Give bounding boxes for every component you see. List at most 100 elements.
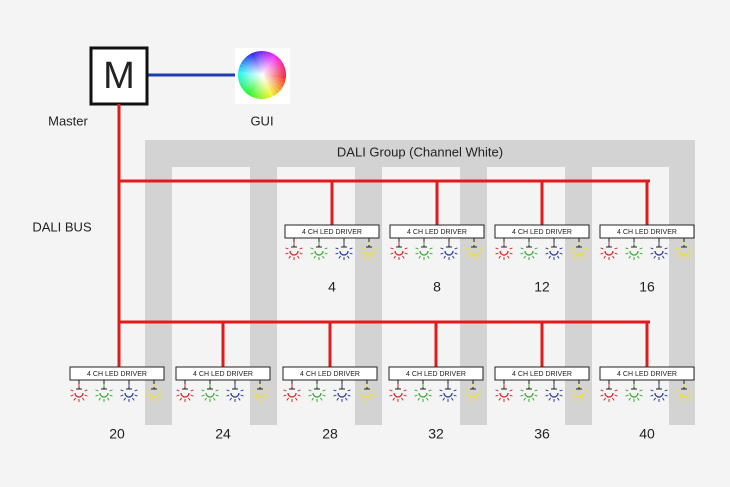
led-ray <box>465 247 469 250</box>
led-ray <box>451 397 454 401</box>
driver-box <box>175 366 271 381</box>
driver-number: 40 <box>639 426 655 442</box>
led-bulb <box>337 392 347 398</box>
led-ray <box>453 394 457 397</box>
led-ray <box>285 252 289 255</box>
led-ray <box>288 255 291 259</box>
led-bulb <box>629 392 639 398</box>
led-bulb <box>124 392 134 398</box>
led-ray <box>324 247 328 250</box>
led-ray <box>308 389 312 392</box>
led-ray <box>600 389 604 392</box>
led-ray <box>614 389 618 392</box>
led-ray <box>639 394 643 397</box>
led-ray <box>520 252 524 255</box>
led-ray <box>393 255 396 259</box>
led-ray <box>603 397 606 401</box>
led-ray <box>322 394 326 397</box>
led-ray <box>70 389 74 392</box>
led-ray <box>313 255 316 259</box>
led-bulb <box>443 392 453 398</box>
led-ray <box>650 247 654 250</box>
driver-box <box>284 224 380 239</box>
color-wheel <box>238 50 286 99</box>
led-ray <box>73 397 76 401</box>
led-bulb <box>574 250 584 256</box>
led-ray <box>545 252 549 255</box>
led-ray <box>229 397 232 401</box>
led-ray <box>625 252 629 255</box>
led-ray <box>498 397 501 401</box>
led-ray <box>333 394 337 397</box>
led-ray <box>372 389 376 392</box>
driver-number: 4 <box>328 279 336 295</box>
led-ray <box>297 389 301 392</box>
led-ray <box>251 389 255 392</box>
led-bulb <box>230 392 240 398</box>
led-ray <box>559 252 563 255</box>
led-ray <box>439 389 443 392</box>
driver-box <box>282 366 378 381</box>
led-bulb <box>364 250 374 256</box>
led-ray <box>570 252 574 255</box>
led-ray <box>159 389 163 392</box>
driver-box <box>494 366 590 381</box>
led-ray <box>283 394 287 397</box>
led-ray <box>238 397 241 401</box>
led-bulb <box>604 392 614 398</box>
led-ray <box>570 247 574 250</box>
driver-box <box>599 224 695 239</box>
led-bulb <box>444 250 454 256</box>
led-ray <box>226 389 230 392</box>
group-label: DALI Group (Channel White) <box>337 144 503 159</box>
led-bulb <box>679 392 689 398</box>
led-ray <box>559 389 563 392</box>
led-ray <box>545 394 549 397</box>
driver-label: 4 CH LED DRIVER <box>512 229 572 236</box>
led-ray <box>545 389 549 392</box>
led-ray <box>134 389 138 392</box>
led-ray <box>335 247 339 250</box>
led-ray <box>559 247 563 250</box>
led-ray <box>347 394 351 397</box>
led-ray <box>179 397 182 401</box>
led-bulb <box>574 392 584 398</box>
led-ray <box>389 394 393 397</box>
led-ray <box>637 397 640 401</box>
led-bulb <box>524 392 534 398</box>
led-ray <box>639 252 643 255</box>
led-ray <box>662 255 665 259</box>
led-ray <box>240 394 244 397</box>
driver-number: 28 <box>322 426 338 442</box>
led-ray <box>637 255 640 259</box>
led-ray <box>335 252 339 255</box>
led-ray <box>414 394 418 397</box>
led-ray <box>625 389 629 392</box>
driver-label: 4 CH LED DRIVER <box>512 371 572 378</box>
led-ray <box>265 394 269 397</box>
led-ray <box>625 394 629 397</box>
led-ray <box>507 397 510 401</box>
led-bulb <box>524 250 534 256</box>
led-ray <box>429 247 433 250</box>
led-ray <box>440 247 444 250</box>
led-ray <box>439 394 443 397</box>
led-ray <box>134 394 138 397</box>
led-ray <box>176 389 180 392</box>
drivers: 4 CH LED DRIVER 4 4 CH LED DRIVER 8 4 CH LED… <box>69 224 695 442</box>
led-ray <box>297 394 301 397</box>
led-ray <box>107 397 110 401</box>
led-ray <box>392 397 395 401</box>
driver-label: 4 CH LED DRIVER <box>617 229 677 236</box>
led-bulb <box>314 250 324 256</box>
led-ray <box>675 394 679 397</box>
led-ray <box>573 255 576 259</box>
led-ray <box>495 247 499 250</box>
led-ray <box>582 397 585 401</box>
led-ray <box>600 247 604 250</box>
dali-bus <box>117 104 650 367</box>
led-ray <box>428 394 432 397</box>
led-ray <box>534 252 538 255</box>
led-ray <box>157 397 160 401</box>
led-ray <box>414 389 418 392</box>
